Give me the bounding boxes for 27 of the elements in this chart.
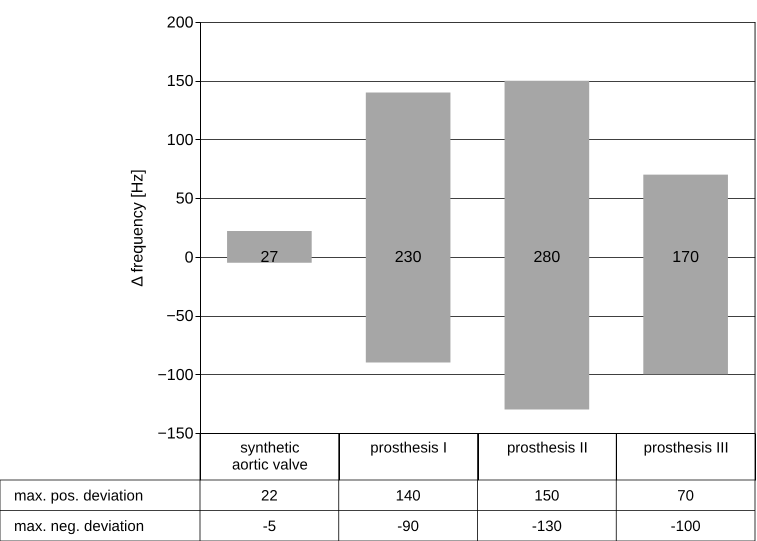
text: -100	[670, 518, 701, 535]
text: 140	[396, 487, 421, 504]
x-tick-label: prosthesis I	[370, 440, 447, 456]
y-tick-label: 200	[166, 14, 194, 32]
text: -5	[262, 518, 276, 535]
y-tick-label: 150	[166, 73, 194, 90]
y-axis-title: Δ frequency [Hz]	[129, 169, 146, 287]
text: 150	[534, 487, 560, 504]
y-tick-label: −150	[157, 426, 194, 442]
text: 70	[677, 487, 694, 504]
data-label: 27	[260, 248, 278, 266]
x-tick-label: synthetic aortic valve	[232, 440, 308, 474]
y-tick-label: 0	[184, 249, 194, 266]
text: -130	[532, 518, 562, 535]
data-label: 170	[672, 248, 700, 266]
text: max. neg. deviation	[14, 518, 144, 535]
data-label: 280	[534, 248, 560, 266]
y-tick-label: 50	[176, 190, 194, 208]
y-tick-label: −100	[157, 366, 194, 384]
y-tick-label: −50	[166, 308, 194, 326]
x-tick-label: prosthesis III	[644, 440, 729, 456]
y-tick-label: 100	[166, 132, 194, 149]
text: -90	[397, 518, 419, 535]
data-label: 230	[394, 248, 422, 266]
text: max. pos. deviation	[14, 487, 144, 504]
x-tick-label: prosthesis II	[506, 440, 588, 456]
text: 22	[261, 487, 278, 504]
